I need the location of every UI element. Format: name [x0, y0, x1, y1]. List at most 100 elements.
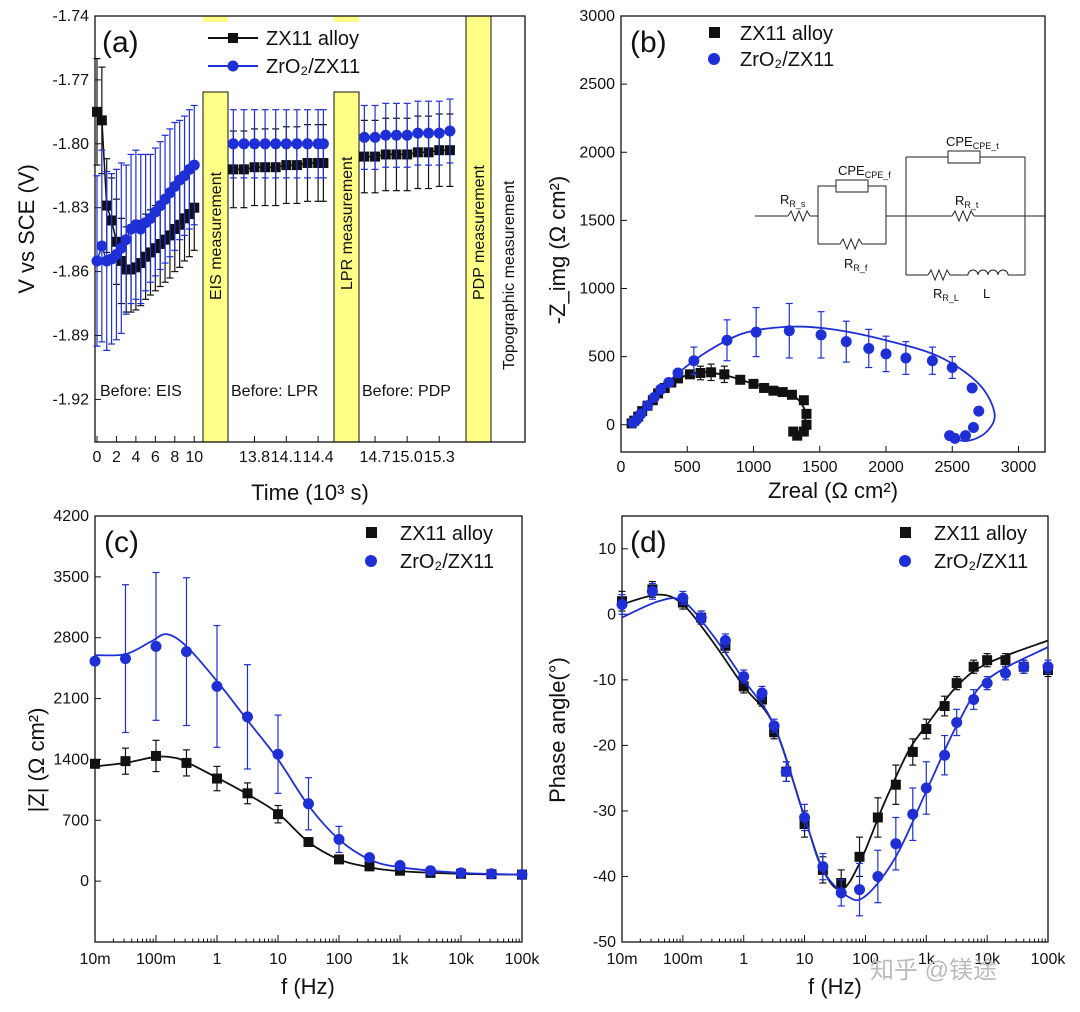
panel-d-frame [621, 515, 1049, 943]
series-0-point-16 [759, 382, 770, 393]
series-1-point-8 [688, 355, 700, 367]
panel-d-label: (d) [630, 526, 667, 559]
series-0-fit [621, 593, 1049, 891]
x-tick-label-0-4: 8 [170, 449, 179, 466]
series-0-point-19 [786, 389, 797, 400]
y-tick-label-4: 2800 [53, 630, 89, 647]
series-1-point-18 [946, 362, 958, 374]
series-1-point-14 [863, 342, 875, 354]
series-1-point-16 [900, 352, 912, 364]
panel-a-band-top-1 [203, 16, 228, 22]
panel-c-legend-marker-square [366, 527, 377, 538]
x-tick-label-3: 10 [796, 951, 814, 968]
panel-a-band-label-eis: EIS measurement [208, 171, 225, 300]
series-1-point-18 [951, 716, 963, 728]
cpe-t [947, 150, 981, 164]
series-1-point-20 [973, 405, 985, 417]
panel-c-series [89, 571, 528, 881]
y-tick-label-1: 0 [607, 606, 616, 623]
series-1-point-12 [854, 884, 866, 896]
panel-a-legend-label-2: ZrO₂/ZX11 [266, 56, 360, 78]
panel-a-legend-marker-square [228, 33, 238, 43]
y-tick-label-5: -1.89 [53, 328, 90, 345]
resistor-rt [951, 209, 975, 223]
panel-c-legend-label-1: ZX11 alloy [400, 523, 493, 545]
series-0-point-21 [1000, 655, 1011, 666]
series-1-point-11 [783, 325, 795, 337]
series-0-point-10 [684, 369, 695, 380]
panel-c-label: (c) [104, 526, 139, 559]
series-1-point-11 [424, 865, 436, 877]
panel-d-legend-label-2: ZrO₂/ZX11 [934, 551, 1028, 573]
x-tick-label-3: 10 [269, 951, 287, 968]
x-tick-label-6: 10k [448, 951, 475, 968]
series-1-point-19 [968, 694, 980, 706]
series-0-point-18 [777, 387, 788, 398]
y-tick-label-3: -20 [593, 737, 616, 754]
inductor-l [967, 269, 1009, 276]
series-1-point-7 [768, 720, 780, 732]
panel-a-band-lpr [333, 91, 360, 443]
series-0-seg1-point-1 [96, 115, 107, 126]
x-tick-label-1: 500 [674, 459, 701, 476]
y-tick-label-0: 0 [606, 417, 615, 434]
series-1-point-9 [363, 852, 375, 864]
panel-b-legend-marker-square [709, 27, 720, 38]
watermark: 知乎 @镁途 [870, 957, 997, 984]
panel-a-legend-marker-circle [227, 60, 239, 72]
series-1-point-15 [880, 348, 892, 360]
series-1-point-17 [926, 355, 938, 367]
y-tick-label-6: 4200 [53, 508, 89, 525]
series-1-seg2-point-9 [317, 138, 329, 150]
series-1-point-2 [150, 640, 162, 652]
series-1-point-9 [799, 811, 811, 823]
x-tick-label-0: 0 [617, 459, 626, 476]
panel-c: 10m 100m 1 10 100 1k 10k 100k 0 700 1400 2100 2800 35… [24, 508, 540, 999]
panel-b-x-label: Zreal (Ω cm²) [768, 478, 898, 503]
series-1-point-14 [516, 869, 528, 881]
x-tick-label-4: 2000 [868, 459, 904, 476]
series-1-seg3-point-0 [358, 131, 370, 143]
y-tick-label-2: -1.80 [53, 136, 90, 153]
x-tick-label-1-2: 14.4 [303, 449, 334, 466]
y-tick-label-2: 1400 [53, 751, 89, 768]
series-0-point-1 [120, 756, 131, 767]
series-0-point-20 [982, 655, 993, 666]
series-1-seg1-point-0 [91, 255, 103, 267]
x-tick-label-2: 1 [213, 951, 222, 968]
x-tick-label-1-0: 13.8 [239, 449, 270, 466]
x-tick-label-1: 100m [663, 951, 703, 968]
circuit-label-rt: RR_t [955, 193, 979, 210]
series-0-point-19 [968, 661, 979, 672]
circuit-label-rf: RR_f [844, 256, 868, 273]
y-tick-label-4: 2000 [579, 144, 615, 161]
series-1-seg2-point-3 [259, 138, 271, 150]
x-tick-label-2-1: 15.0 [392, 449, 423, 466]
panel-a-label: (a) [102, 26, 139, 59]
panel-b: 0 500 1000 1500 2000 2500 3000 0 500 1000 1500 2000… [545, 8, 1046, 503]
panel-a-note-lpr: Before: LPR [231, 383, 318, 400]
series-1-point-4 [719, 635, 731, 647]
panel-a-y-axis: -1.74 -1.77 -1.80 -1.83 -1.86 -1.89 -1.92 [53, 8, 101, 408]
series-1-point-24 [944, 430, 956, 442]
panel-a-x-label: Time (10³ s) [251, 480, 369, 505]
series-1-point-5 [241, 711, 253, 723]
series-0-point-12 [854, 851, 865, 862]
series-1-seg3-point-6 [423, 127, 435, 139]
circuit-label-rt-text: R_t [964, 200, 979, 210]
series-0-seg1-point-0 [92, 106, 102, 117]
x-tick-label-7: 100k [1031, 951, 1067, 968]
series-0-point-23 [798, 426, 809, 437]
series-1-fit [632, 325, 996, 443]
x-tick-label-4: 100 [852, 951, 879, 968]
series-1-point-8 [333, 833, 345, 845]
y-tick-label-2: 1000 [579, 281, 615, 298]
resistor-rs [787, 209, 811, 223]
x-tick-label-0-5: 10 [185, 449, 203, 466]
series-1-seg1-point-6 [120, 234, 132, 246]
series-0-point-8 [334, 854, 344, 865]
series-0-point-17 [939, 701, 950, 712]
panel-c-frame [94, 515, 523, 943]
y-tick-label-3: 1500 [579, 212, 615, 229]
